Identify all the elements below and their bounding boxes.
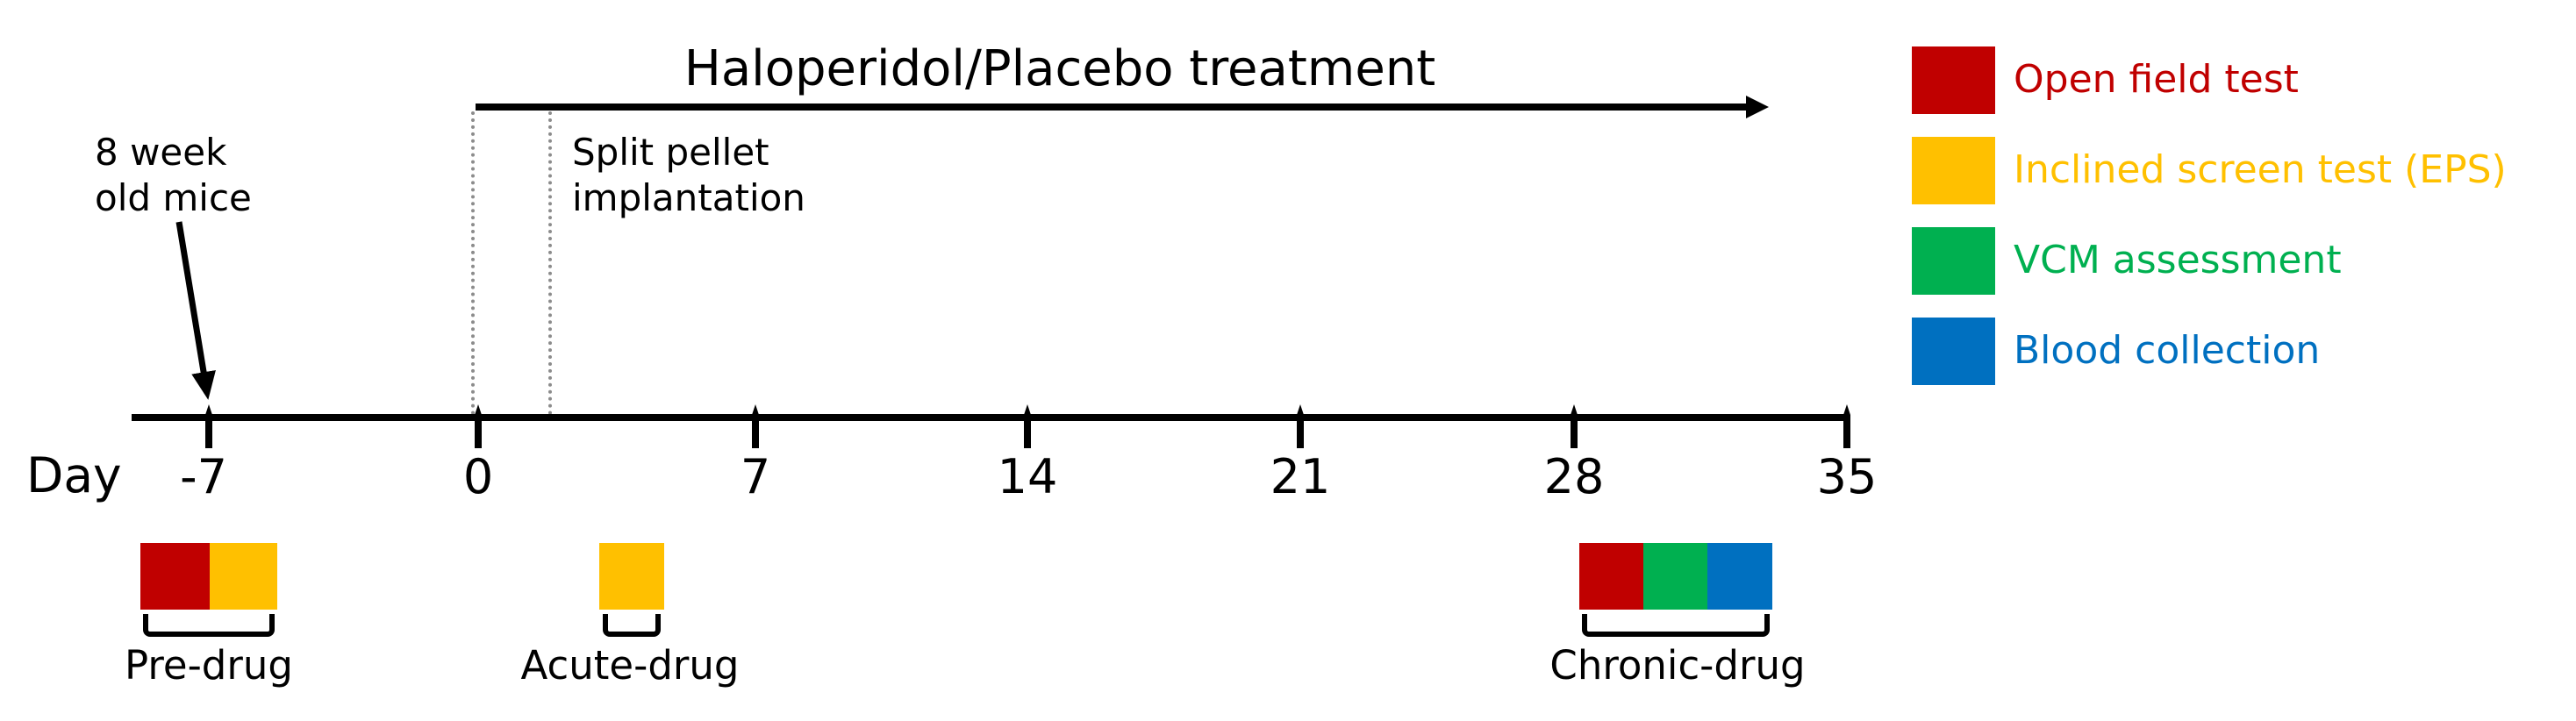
mice-age-line1: 8 week: [95, 131, 227, 174]
legend-label-vcm-assessment: VCM assessment: [2014, 238, 2342, 282]
mice-annotation-arrow-icon: [175, 221, 216, 400]
axis-day-label: Day: [26, 447, 122, 503]
axis-tick-label-0: 0: [462, 449, 494, 504]
chronicdrug-block-open-field-test: [1579, 543, 1643, 610]
axis-tick-day-7: [752, 404, 759, 448]
axis-tick-label-minus7: -7: [180, 449, 227, 504]
axis-tick-day-28: [1571, 404, 1578, 448]
legend-label-open-field-test: Open field test: [2014, 57, 2299, 102]
acutedrug-bracket: [603, 614, 661, 637]
split-pellet-line2: implantation: [572, 176, 805, 219]
acutedrug-label: Acute-drug: [520, 642, 740, 689]
axis-tick-label-35: 35: [1816, 449, 1878, 504]
predrug-bracket: [143, 614, 275, 637]
mice-age-line2: old mice: [95, 176, 252, 219]
axis-tick-day-21: [1297, 404, 1304, 448]
acutedrug-block-inclined-screen-test: [599, 543, 664, 610]
legend-swatch-vcm-assessment: [1912, 227, 1995, 295]
split-pellet-line1: Split pellet: [572, 131, 769, 174]
split-pellet-dotted-line-2: [548, 111, 552, 415]
chronicdrug-label: Chronic-drug: [1549, 642, 1806, 689]
axis-tick-day-35: [1843, 404, 1850, 448]
treatment-title: Haloperidol/Placebo treatment: [683, 40, 1436, 97]
chronicdrug-bracket: [1582, 614, 1770, 637]
legend-label-inclined-screen-test: Inclined screen test (EPS): [2014, 147, 2507, 192]
axis-tick-day-0: [475, 404, 482, 448]
predrug-block-open-field-test: [140, 543, 210, 610]
predrug-label: Pre-drug: [125, 642, 293, 689]
legend-label-blood-collection: Blood collection: [2014, 328, 2321, 373]
axis-tick-label-7: 7: [740, 449, 771, 504]
treatment-arrow-line: [476, 104, 1748, 111]
split-pellet-dotted-line-1: [471, 111, 475, 415]
predrug-block-inclined-screen-test: [210, 543, 277, 610]
split-pellet-annotation: Split pellet implantation: [572, 130, 805, 221]
mice-age-annotation: 8 week old mice: [95, 130, 252, 221]
treatment-arrow-head-icon: [1746, 96, 1769, 118]
axis-tick-label-14: 14: [997, 449, 1058, 504]
timeline-axis: [132, 414, 1848, 421]
legend-swatch-blood-collection: [1912, 318, 1995, 385]
axis-tick-day-minus7: [205, 404, 212, 448]
axis-tick-label-28: 28: [1543, 449, 1605, 504]
axis-tick-day-14: [1024, 404, 1031, 448]
legend-swatch-inclined-screen-test: [1912, 137, 1995, 204]
chronicdrug-block-vcm-assessment: [1643, 543, 1707, 610]
legend-swatch-open-field-test: [1912, 46, 1995, 114]
axis-tick-label-21: 21: [1270, 449, 1331, 504]
chronicdrug-block-blood-collection: [1707, 543, 1772, 610]
